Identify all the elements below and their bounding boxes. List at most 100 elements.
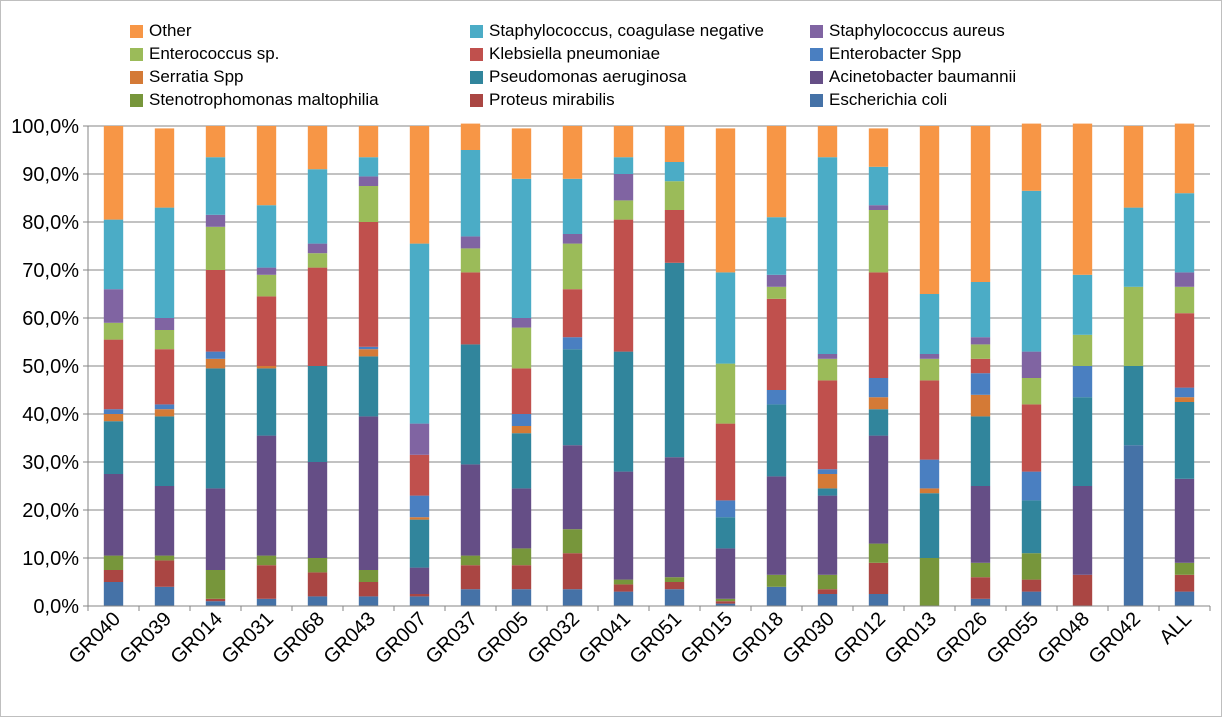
bar-segment: [970, 344, 991, 359]
bar-segment: [817, 157, 838, 354]
bar-segment: [715, 128, 736, 273]
legend-swatch: [810, 93, 823, 107]
bar-segment: [715, 601, 736, 604]
bar-segment: [1174, 402, 1195, 479]
y-tick-label: 20,0%: [22, 500, 79, 522]
x-tick-label: GR042: [1085, 608, 1145, 668]
bar-segment: [664, 262, 685, 458]
x-tick-label: GR013: [881, 608, 941, 668]
bar-segment: [868, 210, 889, 273]
bar-segment: [358, 416, 379, 570]
bar-segment: [205, 214, 226, 227]
legend-label: Serratia Spp: [149, 67, 244, 86]
bar-segment: [1174, 123, 1195, 194]
x-tick-label: GR041: [575, 608, 635, 668]
bar-segment: [511, 128, 532, 179]
bar-segment: [970, 416, 991, 486]
legend-swatch: [470, 47, 483, 61]
bar-segment: [205, 157, 226, 215]
bar-segment: [1174, 574, 1195, 592]
x-tick-label: GR032: [524, 608, 584, 668]
bar-segment: [103, 409, 124, 414]
bar-segment: [1174, 193, 1195, 273]
bar-segment: [511, 318, 532, 328]
legend-swatch: [810, 47, 823, 61]
y-tick-label: 40,0%: [22, 404, 79, 426]
bar-segment: [154, 486, 175, 556]
bar-segment: [205, 601, 226, 606]
bar-segment: [817, 380, 838, 470]
legend-label: Klebsiella pneumoniae: [489, 44, 661, 63]
bar-segment: [154, 404, 175, 410]
bar-segment: [154, 560, 175, 587]
bar-segment: [919, 126, 940, 294]
legend-label: Enterobacter Spp: [829, 44, 962, 63]
bar-segment: [103, 126, 124, 220]
bar-segment: [562, 126, 583, 179]
bar-segment: [1123, 286, 1144, 366]
bar-segment: [970, 394, 991, 417]
bar-segment: [715, 598, 736, 602]
legend-item-acinetobacter: Acinetobacter baumannii: [810, 66, 1016, 88]
bar-segment: [715, 272, 736, 364]
legend-item-staph-aureus: Staphylococcus aureus: [810, 20, 1005, 42]
y-tick-label: 90,0%: [22, 164, 79, 186]
bar-segment: [613, 174, 634, 201]
bar-segment: [511, 178, 532, 318]
bar-segment: [511, 565, 532, 590]
bar-segment: [1174, 387, 1195, 398]
bar-segment: [562, 243, 583, 290]
bar-segment: [868, 128, 889, 167]
bar-segment: [409, 495, 430, 518]
y-tick-label: 0,0%: [33, 596, 79, 618]
x-tick-label: GR007: [371, 608, 431, 668]
bar-segment: [205, 351, 226, 359]
bar-segment: [613, 591, 634, 606]
bar-segment: [256, 555, 277, 566]
bar-segment: [664, 126, 685, 162]
bar-segment: [868, 435, 889, 544]
bar-segment: [205, 358, 226, 369]
bar-segment: [715, 517, 736, 549]
bar-segment: [1123, 366, 1144, 446]
legend-item-pseudomonas: Pseudomonas aeruginosa: [470, 66, 687, 88]
bar-segment: [817, 469, 838, 474]
x-tick-label: GR051: [626, 608, 686, 668]
bar-segment: [817, 574, 838, 590]
bar-segment: [511, 368, 532, 414]
legend-item-proteus: Proteus mirabilis: [470, 89, 615, 111]
bar-segment: [766, 574, 787, 587]
bar-segment: [358, 356, 379, 417]
bar-segment: [1174, 562, 1195, 575]
bar-segment: [154, 409, 175, 417]
bar-segment: [970, 577, 991, 599]
bar-segment: [562, 349, 583, 446]
bar-segment: [460, 555, 481, 566]
bar-segment: [205, 126, 226, 158]
bar-segment: [868, 272, 889, 378]
bar-segment: [1123, 126, 1144, 208]
bar-segment: [715, 423, 736, 501]
bar-segment: [358, 126, 379, 158]
bar-segment: [511, 433, 532, 489]
y-tick-label: 100,0%: [11, 116, 79, 138]
bar-segment: [1072, 334, 1093, 366]
x-tick-label: GR037: [422, 608, 482, 668]
bar-segment: [1072, 274, 1093, 335]
bar-segment: [409, 243, 430, 424]
bar-segment: [613, 126, 634, 158]
legend-swatch: [810, 70, 823, 84]
bar-segment: [970, 486, 991, 563]
bar-segment: [256, 565, 277, 599]
bar-segment: [460, 123, 481, 150]
bar-segment: [205, 598, 226, 602]
bar-segment: [919, 358, 940, 381]
bar-segment: [511, 488, 532, 549]
bar-segment: [919, 558, 940, 606]
bar-segment: [1021, 351, 1042, 378]
bar-segment: [613, 200, 634, 220]
legend-item-serratia: Serratia Spp: [130, 66, 244, 88]
bar-segment: [970, 282, 991, 338]
x-tick-label: GR031: [218, 608, 278, 668]
bar-segment: [766, 390, 787, 405]
